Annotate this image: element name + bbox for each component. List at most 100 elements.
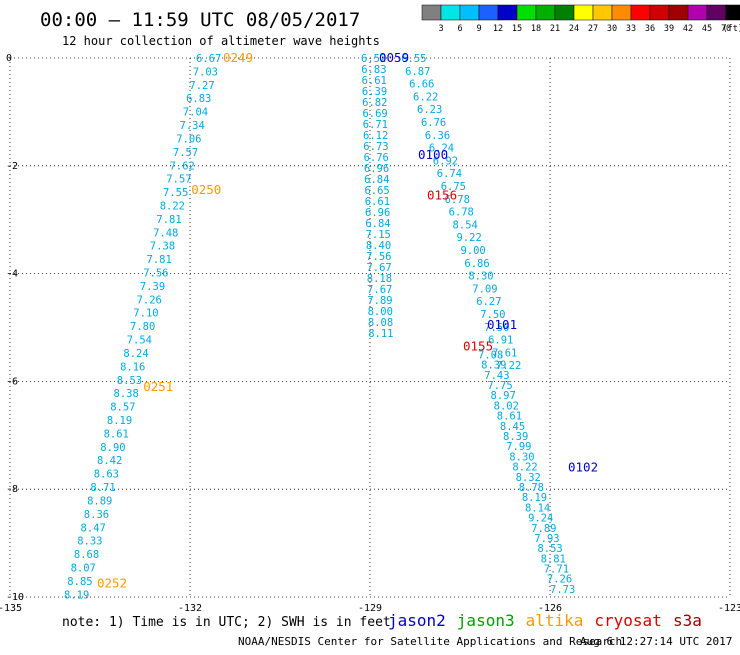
pass-label-cryosat: 0156 <box>427 187 457 202</box>
color-scale-label: 39 <box>664 24 674 34</box>
color-scale-unit: (ft) <box>723 24 740 34</box>
swh-value-label: 8.18 <box>367 273 392 285</box>
y-tick-label: -10 <box>6 592 24 603</box>
color-scale-label: 6 <box>457 24 462 34</box>
plot-axes: -135 -132 -129 -126 -123 0 -2 -4 -6 -8 -10 <box>0 53 740 614</box>
swh-value-label: 7.09 <box>472 283 497 295</box>
swh-value-label: 7.89 <box>367 295 392 307</box>
color-swatch <box>535 4 556 21</box>
swh-value-label: 7.04 <box>183 107 208 119</box>
color-swatch <box>592 4 613 21</box>
swh-value-label: 7.34 <box>180 120 205 132</box>
swh-tracks: 6.677.037.276.837.047.347.067.577.627.57… <box>64 53 575 601</box>
color-scale-label: 70 <box>721 24 731 34</box>
color-scale-label: 36 <box>645 24 655 34</box>
swh-value-label: 7.26 <box>547 574 572 586</box>
chart-title: 00:00 – 11:59 UTC 08/05/2017 <box>40 9 360 31</box>
swh-value-label: 8.45 <box>500 421 525 433</box>
color-scale-label: 9 <box>476 24 481 34</box>
swh-value-label: 6.65 <box>364 185 389 197</box>
swh-value-label: 8.07 <box>71 562 96 574</box>
swh-value-label: 7.81 <box>156 214 181 226</box>
x-tick-label: -126 <box>538 603 562 614</box>
swh-value-label: 7.67 <box>366 262 391 274</box>
x-tick-label: -123 <box>718 603 740 614</box>
swh-value-label: 8.39 <box>503 431 528 443</box>
color-scale-label: 12 <box>493 24 503 34</box>
swh-value-label: 8.22 <box>512 462 537 474</box>
swh-value-label: 6.73 <box>363 141 388 153</box>
color-scale-label: 42 <box>683 24 693 34</box>
color-swatch <box>440 4 461 21</box>
swh-value-label: 6.82 <box>362 97 387 109</box>
swh-value-label: 7.48 <box>153 227 178 239</box>
color-scale-label: 33 <box>626 24 636 34</box>
credit-text: NOAA/NESDIS Center for Satellite Applica… <box>238 635 622 648</box>
swh-value-label: 8.30 <box>468 271 493 283</box>
swh-value-label: 8.61 <box>104 428 129 440</box>
swh-value-label: 8.90 <box>100 442 125 454</box>
satellite-legend: jason2 jason3 altika cryosat s3a <box>388 611 702 630</box>
swh-value-label: 6.27 <box>476 296 501 308</box>
swh-value-label: 7.93 <box>534 533 559 545</box>
swh-value-label: 6.78 <box>445 194 470 206</box>
y-tick-label: -4 <box>6 269 18 280</box>
swh-value-label: 7.99 <box>506 441 531 453</box>
color-scale-label: 27 <box>588 24 598 34</box>
swh-value-label: 8.57 <box>110 402 135 414</box>
swh-value-label: 7.22 <box>496 360 521 372</box>
swh-value-label: 6.96 <box>364 163 389 175</box>
x-tick-label: -129 <box>358 603 382 614</box>
swh-value-label: 6.75 <box>441 181 466 193</box>
swh-value-label: 8.68 <box>74 549 99 561</box>
swh-value-label: 6.76 <box>421 117 446 129</box>
swh-value-label: 6.69 <box>362 108 387 120</box>
swh-value-label: 6.83 <box>186 93 211 105</box>
swh-value-label: 7.26 <box>137 294 162 306</box>
swh-value-label: 8.19 <box>107 415 132 427</box>
legend-cryosat: cryosat <box>594 611 661 630</box>
swh-value-label: 6.74 <box>437 168 462 180</box>
pass-label-jason2: 0059 <box>379 50 409 65</box>
swh-value-label: 7.50 <box>480 309 505 321</box>
color-scale-label: 15 <box>512 24 522 34</box>
swh-value-label: 7.73 <box>550 584 575 596</box>
swh-value-label: 7.62 <box>170 160 195 172</box>
color-swatch <box>554 4 575 21</box>
color-swatch <box>687 4 708 21</box>
swh-value-label: 6.52 <box>361 53 386 65</box>
swh-value-label: 8.63 <box>94 469 119 481</box>
swh-value-label: 8.89 <box>87 495 112 507</box>
swh-value-label: 7.06 <box>176 133 201 145</box>
swh-value-label: 6.22 <box>413 91 438 103</box>
swh-value-label: 8.19 <box>522 492 547 504</box>
swh-value-label: 8.14 <box>525 502 550 514</box>
swh-value-label: 7.56 <box>366 251 391 263</box>
pass-label-altika: 0252 <box>97 576 127 591</box>
swh-value-label: 6.91 <box>488 335 513 347</box>
y-tick-label: -8 <box>6 484 18 495</box>
swh-value-label: 8.19 <box>64 589 89 601</box>
color-scale-label: 18 <box>531 24 541 34</box>
pass-labels: 0249 0250 0251 0252 0059 0100 0101 0102 0156 0155 <box>97 50 598 591</box>
color-scale-label: 21 <box>550 24 560 34</box>
swh-value-label: 7.56 <box>143 268 168 280</box>
x-tick-label: -132 <box>178 603 202 614</box>
timestamp-text: Aug 6 12:27:14 UTC 2017 <box>580 635 732 648</box>
swh-value-label: 8.40 <box>366 240 391 252</box>
swh-value-label: 6.12 <box>363 130 388 142</box>
swh-value-label: 7.03 <box>193 66 218 78</box>
swh-value-label: 8.30 <box>509 451 534 463</box>
swh-value-label: 7.27 <box>189 80 214 92</box>
swh-value-label: 7.10 <box>133 308 158 320</box>
y-tick-label: 0 <box>6 53 12 64</box>
swh-value-label: 8.38 <box>114 388 139 400</box>
color-scale-label: 3 <box>438 24 443 34</box>
swh-value-label: 6.92 <box>433 155 458 167</box>
swh-value-label: 6.78 <box>449 207 474 219</box>
color-swatch <box>649 4 670 21</box>
pass-label-jason2: 0101 <box>487 317 517 332</box>
color-scale-label: 24 <box>569 24 579 34</box>
swh-value-label: 7.43 <box>484 370 509 382</box>
